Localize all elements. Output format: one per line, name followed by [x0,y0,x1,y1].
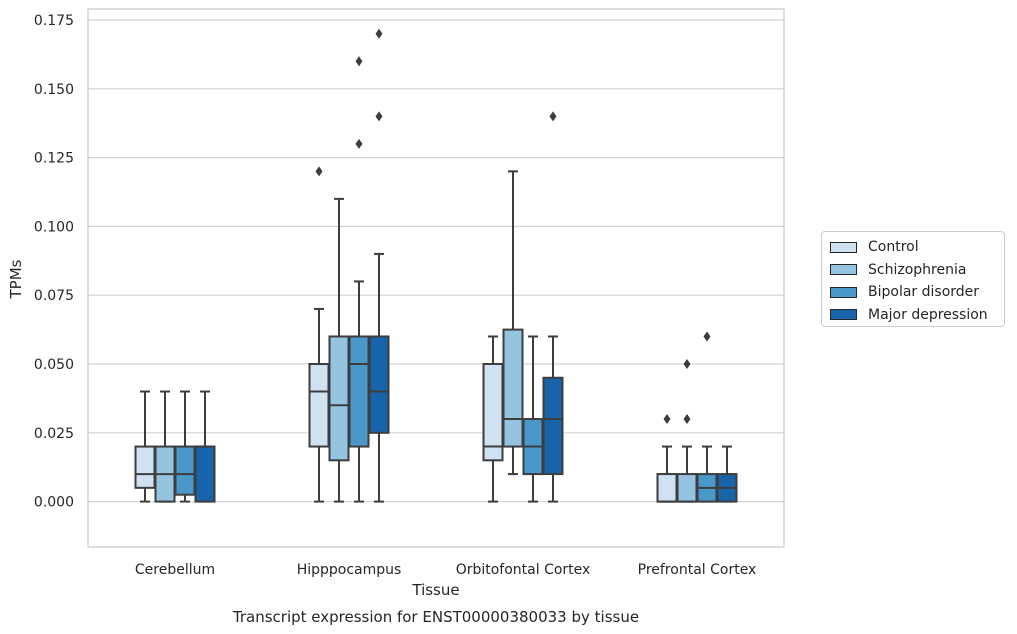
box-bipolar-disorder [348,56,370,503]
outlier-point [375,111,383,122]
box-iqr [502,328,524,448]
legend-label: Control [868,239,919,256]
y-tick-label: 0.150 [34,82,74,98]
box-control [482,335,504,503]
box-bipolar-disorder [174,390,196,503]
outlier-point [683,414,691,425]
box-control [308,166,330,503]
outlier-point [683,358,691,369]
legend-item: Bipolar disorder [830,281,1004,304]
box-schizophrenia [676,358,698,503]
legend: Control Schizophrenia Bipolar disorder Majo… [821,231,1005,327]
outlier-point [355,56,363,67]
x-tick-label: Hipppocampus [297,562,402,578]
box-schizophrenia [502,170,524,476]
x-tick-label: Orbitofontal Cortex [456,562,591,578]
outlier-point [549,111,557,122]
grid-lines [88,19,784,503]
x-tick-labels: Cerebellum Hipppocampus Orbitofontal Corte… [135,562,756,578]
box-bipolar-disorder [696,331,718,503]
y-tick-labels: 0.000 0.025 0.050 0.075 0.100 0.125 0.150 0.175 [34,13,74,511]
box-major-depression [542,111,564,503]
box-control [134,390,156,503]
y-tick-label: 0.175 [34,13,74,29]
y-tick-label: 0.025 [34,426,74,442]
box-iqr [368,335,390,434]
box-schizophrenia [154,390,176,503]
box-iqr [134,445,156,489]
y-axis-label: TPMs [7,259,25,299]
box-bipolar-disorder [522,335,544,503]
y-tick-label: 0.100 [34,219,74,235]
box-iqr [676,473,698,503]
plot-frame [87,8,785,548]
outlier-point [355,138,363,149]
y-tick-label: 0.075 [34,288,74,304]
box-iqr [174,445,196,496]
legend-swatch [830,309,857,321]
legend-swatch [830,241,857,253]
x-axis-label: Tissue [411,581,459,599]
y-tick-label: 0.125 [34,151,74,167]
box-major-depression [194,390,216,503]
box-groups [134,28,738,503]
legend-label: Major depression [868,306,988,323]
box-iqr [308,362,330,448]
legend-label: Schizophrenia [868,261,967,278]
box-schizophrenia [328,197,350,503]
box-iqr [194,445,216,503]
legend-swatch [830,264,857,276]
legend-item: Schizophrenia [830,259,1004,282]
legend-item: Major depression [830,304,1004,327]
outlier-point [663,414,671,425]
box-iqr [656,473,678,503]
outlier-point [703,331,711,342]
legend-item: Control [830,236,1004,259]
legend-label: Bipolar disorder [868,284,980,301]
box-control [656,414,678,503]
y-tick-label: 0.050 [34,357,74,373]
x-tick-label: Prefrontal Cortex [638,562,757,578]
outlier-point [375,28,383,39]
outlier-point [315,166,323,177]
chart-caption: Transcript expression for ENST0000038003… [232,608,639,626]
y-tick-label: 0.000 [34,495,74,511]
box-major-depression [368,28,390,503]
box-iqr [328,335,350,462]
box-major-depression [716,445,738,503]
box-iqr [348,335,370,448]
box-iqr [542,376,564,476]
x-tick-label: Cerebellum [135,562,215,578]
legend-swatch [830,286,857,298]
